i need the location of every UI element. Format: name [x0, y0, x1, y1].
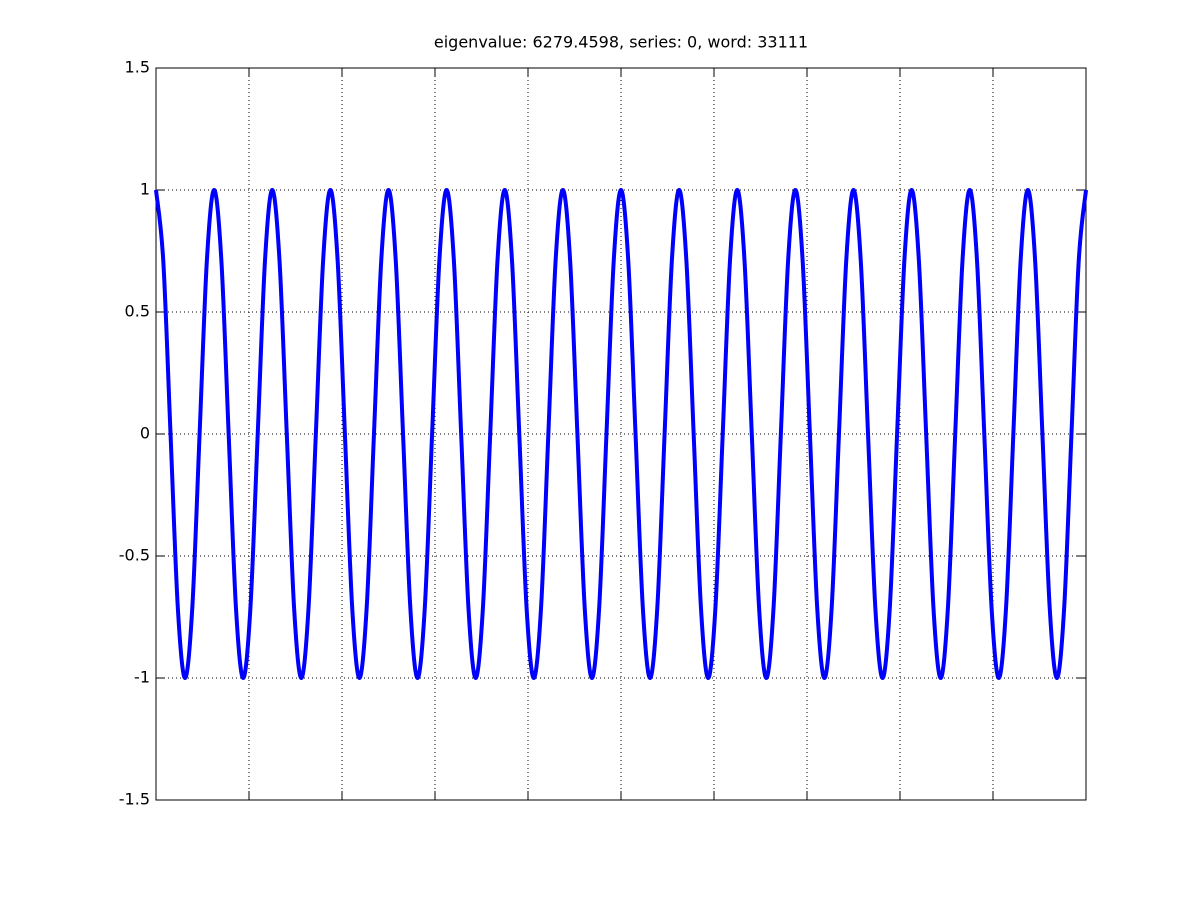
y-tick-label: 1 [140, 180, 150, 199]
y-tick-label: -0.5 [119, 546, 150, 565]
y-tick-label: 1.5 [125, 58, 150, 77]
axes-box [155, 67, 1087, 801]
y-tick-label: -1 [134, 668, 150, 687]
y-tick-label: 0 [140, 424, 150, 443]
y-tick-label: 0.5 [125, 302, 150, 321]
y-tick-label: -1.5 [119, 790, 150, 809]
chart-title: eigenvalue: 6279.4598, series: 0, word: … [434, 33, 808, 52]
data-line [154, 188, 1088, 680]
